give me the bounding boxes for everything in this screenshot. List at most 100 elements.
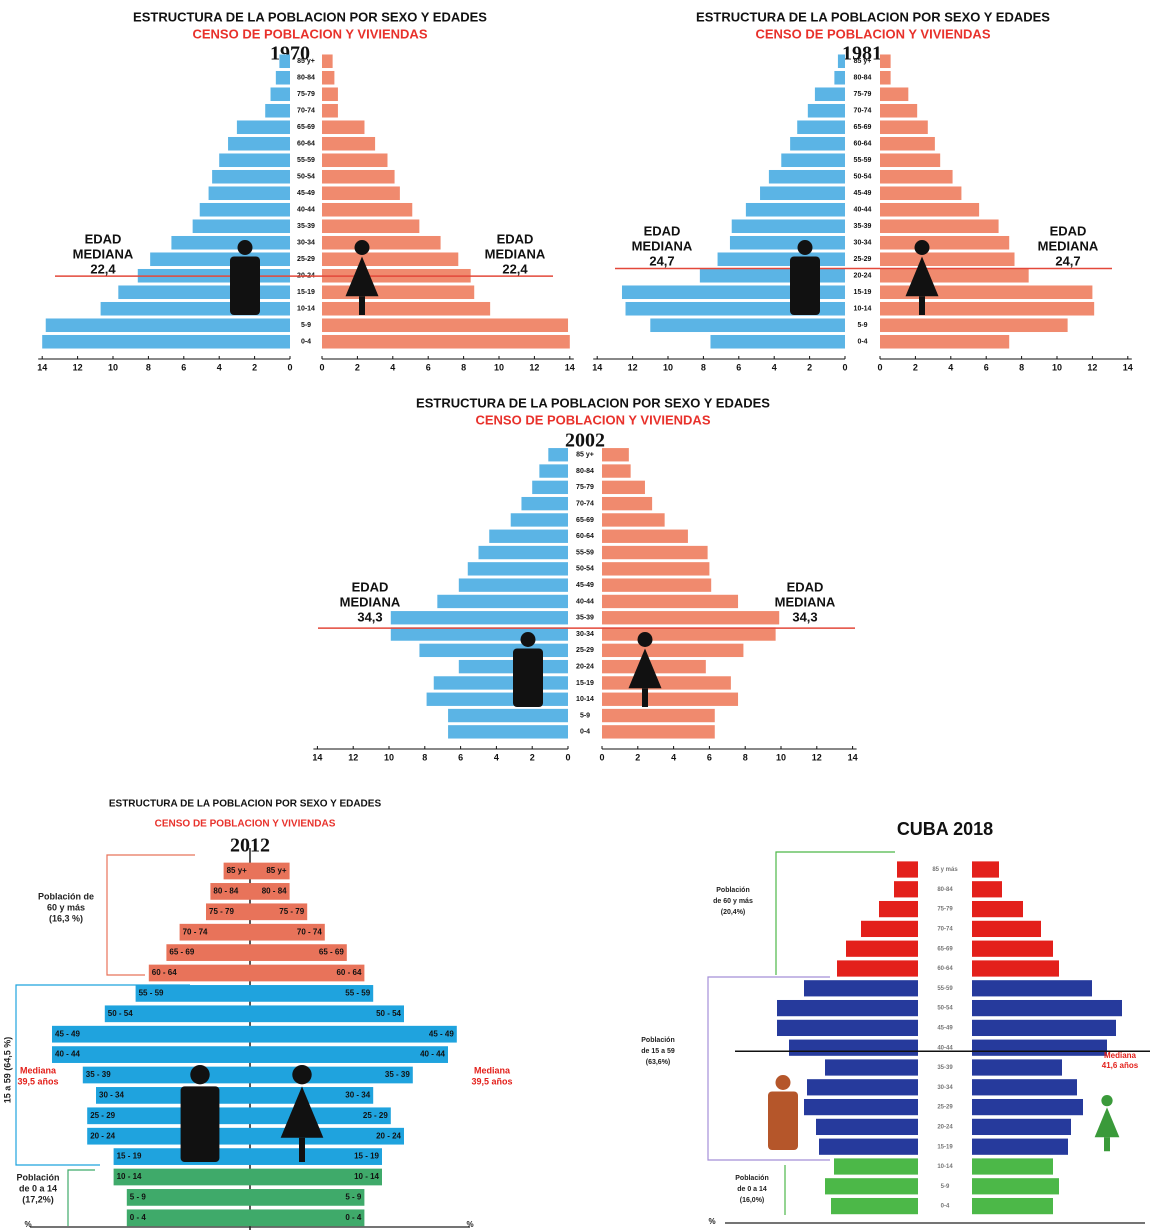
age-label: 50-54 <box>937 1006 953 1012</box>
age-label: 20-24 <box>937 1124 953 1130</box>
median-value: 24,7 <box>1055 253 1080 268</box>
group-annotation: Población <box>641 1037 674 1044</box>
age-label: 80-84 <box>937 887 953 893</box>
group-annotation: (16,0%) <box>740 1197 765 1204</box>
woman-legs <box>642 688 648 707</box>
age-label: 55 - 59 <box>139 989 164 998</box>
age-label: 65-69 <box>297 124 315 131</box>
age-label: 15 - 19 <box>354 1152 379 1161</box>
x-tick-label: 2 <box>252 362 257 372</box>
age-label: 20 - 24 <box>376 1131 401 1140</box>
male-bar <box>237 120 290 134</box>
male-bar <box>879 901 918 917</box>
female-bar <box>880 318 1068 332</box>
female-bar <box>602 497 652 510</box>
female-bar <box>880 219 999 233</box>
x-tick-label: 12 <box>1087 362 1097 372</box>
female-bar <box>602 546 708 559</box>
age-label: 85 y+ <box>576 452 594 459</box>
x-tick-label: 8 <box>461 362 466 372</box>
x-tick-label: 10 <box>663 362 673 372</box>
x-tick-label: 14 <box>37 362 47 372</box>
age-label: 15 - 19 <box>117 1152 142 1161</box>
age-label: 20-24 <box>576 663 594 670</box>
male-bar <box>419 644 568 657</box>
age-label: 10 - 14 <box>117 1172 142 1181</box>
x-tick-label: 8 <box>1019 362 1024 372</box>
age-label: 75-79 <box>937 907 953 913</box>
male-bar <box>479 546 569 559</box>
age-label: 40 - 44 <box>55 1050 80 1059</box>
male-bar <box>718 252 845 266</box>
age-label: 75 - 79 <box>209 907 234 916</box>
woman-head <box>915 240 930 255</box>
age-label: 35-39 <box>937 1065 953 1071</box>
age-label: 75-79 <box>854 91 872 98</box>
female-bar <box>602 611 779 624</box>
male-bar <box>650 318 845 332</box>
x-tick-label: 0 <box>599 752 604 762</box>
chart-subtitle: CENSO DE POBLACION Y VIVIENDAS <box>155 819 336 830</box>
median-text: EDAD <box>644 223 681 238</box>
group-annotation: de 15 a 59 <box>641 1048 675 1055</box>
female-bar <box>602 464 631 477</box>
man-head <box>190 1065 209 1084</box>
age-label: 75 - 79 <box>279 907 304 916</box>
male-bar <box>760 186 845 200</box>
female-bar <box>322 285 474 299</box>
woman-dress <box>1095 1107 1120 1137</box>
x-tick-label: 2 <box>807 362 812 372</box>
age-label: 10-14 <box>937 1164 953 1170</box>
median-text: MEDIANA <box>632 238 693 253</box>
group-annotation: (20,4%) <box>721 909 746 916</box>
age-label: 10-14 <box>297 306 315 313</box>
man-body <box>513 649 543 708</box>
age-label: 30 - 34 <box>99 1091 124 1100</box>
male-bar <box>228 137 290 151</box>
age-label: 80-84 <box>576 468 594 475</box>
age-label: 40-44 <box>937 1045 953 1051</box>
pyramid-chart: ESTRUCTURA DE LA POBLACION POR SEXO Y ED… <box>37 9 575 372</box>
x-tick-label: 0 <box>842 362 847 372</box>
x-tick-label: 8 <box>146 362 151 372</box>
median-text: MEDIANA <box>340 594 401 609</box>
woman-legs <box>919 296 925 315</box>
female-bar <box>880 252 1015 266</box>
male-bar <box>200 203 290 217</box>
median-value: 34,3 <box>357 609 382 624</box>
man-head <box>776 1075 791 1090</box>
x-tick-label: 8 <box>422 752 427 762</box>
age-label: 65 - 69 <box>319 948 344 957</box>
age-label: 70 - 74 <box>183 927 208 936</box>
man-body <box>768 1092 798 1151</box>
chart-subtitle: CENSO DE POBLACION Y VIVIENDAS <box>192 26 427 41</box>
x-tick-label: 10 <box>494 362 504 372</box>
male-bar <box>448 725 568 738</box>
age-label: 85 y+ <box>854 58 872 65</box>
male-bar <box>271 87 290 101</box>
age-label: 25-29 <box>854 256 872 263</box>
chart-year: 2012 <box>230 835 270 857</box>
female-bar <box>972 1020 1116 1036</box>
female-bar <box>322 252 458 266</box>
x-tick-label: 14 <box>592 362 602 372</box>
median-text: Mediana <box>1104 1051 1137 1060</box>
age-label: 60-64 <box>937 966 953 972</box>
female-bar <box>972 1079 1077 1095</box>
age-label: 0-4 <box>857 339 867 346</box>
male-bar <box>101 302 290 316</box>
unit-label: % <box>24 1220 31 1229</box>
female-bar <box>880 269 1029 283</box>
group-annotation: de 0 a 14 <box>19 1183 57 1193</box>
group-annotation: de 60 y más <box>713 898 753 905</box>
female-bar <box>602 627 776 640</box>
male-bar <box>834 71 845 85</box>
female-bar <box>972 1158 1053 1174</box>
median-text: MEDIANA <box>73 246 134 261</box>
chart-title: ESTRUCTURA DE LA POBLACION POR SEXO Y ED… <box>109 799 382 810</box>
age-label: 30-34 <box>937 1085 953 1091</box>
woman-legs <box>1104 1137 1110 1151</box>
age-label: 25-29 <box>937 1105 953 1111</box>
female-bar <box>880 186 961 200</box>
female-bar <box>880 87 908 101</box>
